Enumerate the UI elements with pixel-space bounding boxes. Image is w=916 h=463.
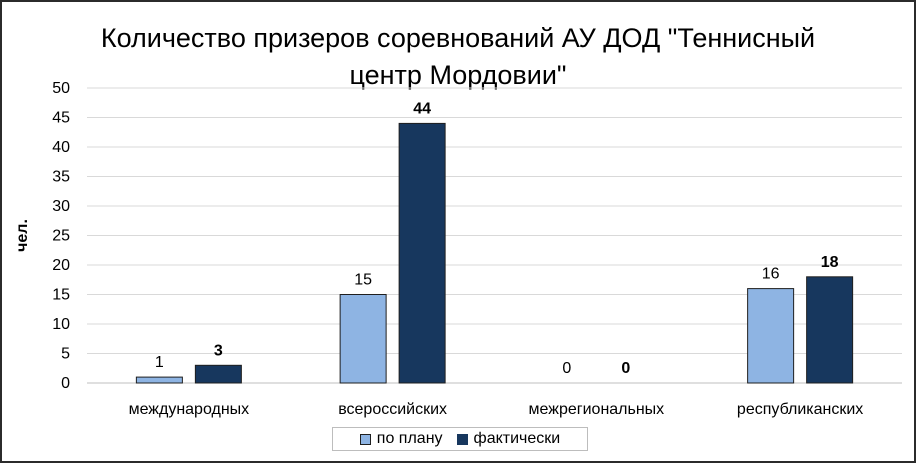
y-tick-label: 20 [52, 257, 70, 274]
legend-swatch-actual [456, 433, 468, 445]
bar [339, 294, 387, 384]
y-tick-label: 0 [61, 375, 70, 392]
bar [194, 364, 242, 384]
data-label: 3 [214, 342, 223, 359]
legend-label-plan: по плану [376, 430, 443, 447]
y-tick-label: 50 [52, 80, 70, 97]
chart-legend: по плану фактически [332, 427, 588, 451]
y-tick-label: 40 [52, 139, 70, 156]
chart-title: Количество призеров соревнований АУ ДОД … [0, 20, 916, 94]
data-label: 0 [621, 360, 630, 377]
bar [398, 122, 446, 384]
bar [806, 276, 854, 384]
legend-swatch-plan [359, 433, 371, 445]
legend-item-plan: по плану [359, 430, 443, 448]
legend-label-actual: фактически [473, 430, 561, 447]
y-tick-label: 45 [52, 110, 70, 127]
data-label: 44 [413, 100, 431, 117]
chart-title-line-1: Количество призеров соревнований АУ ДОД … [100, 23, 816, 53]
x-category-label: межрегиональных [529, 401, 665, 418]
data-label: 18 [821, 254, 839, 271]
chart-title-line-2: центр Мордовии" [349, 60, 567, 90]
y-tick-label: 15 [52, 287, 70, 304]
data-label: 16 [762, 266, 780, 283]
data-label: 15 [354, 272, 372, 289]
data-label: 0 [562, 360, 571, 377]
y-tick-label: 5 [61, 346, 70, 363]
y-tick-label: 10 [52, 316, 70, 333]
x-category-label: всероссийских [338, 401, 447, 418]
x-category-label: международных [129, 401, 250, 418]
data-label: 1 [155, 354, 164, 371]
legend-item-actual: фактически [456, 430, 561, 448]
y-axis-label: чел. [14, 219, 31, 252]
y-tick-label: 30 [52, 198, 70, 215]
bar [747, 288, 795, 384]
bar [135, 376, 183, 384]
y-tick-label: 35 [52, 169, 70, 186]
y-tick-label: 25 [52, 228, 70, 245]
x-category-label: республиканских [737, 401, 863, 418]
